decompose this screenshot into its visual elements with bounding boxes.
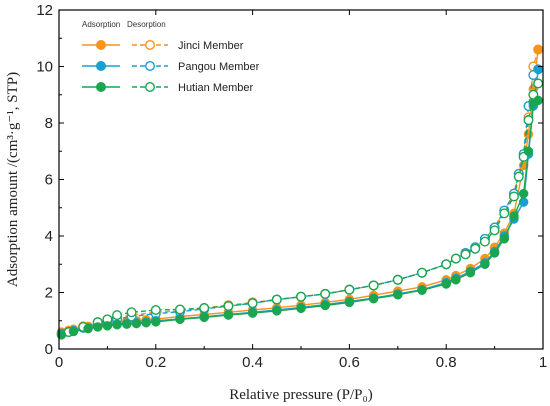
- desorption-point: [150, 305, 161, 316]
- adsorption-point: [480, 259, 490, 269]
- desorption-point: [450, 253, 461, 264]
- adsorption-point: [523, 146, 534, 156]
- x-tick-label: 0.4: [242, 354, 263, 371]
- legend-adsorption-marker: [96, 40, 106, 50]
- desorption-point: [489, 225, 500, 236]
- adsorption-point: [499, 234, 510, 244]
- desorption-point: [508, 191, 519, 202]
- legend-desorption-marker: [144, 40, 155, 51]
- y-tick-label: 4: [45, 228, 53, 245]
- adsorption-point: [223, 310, 234, 320]
- x-tick-label: 0.8: [436, 354, 457, 371]
- legend-item-0: Jinci Member: [82, 40, 244, 52]
- legend-adsorption-marker: [96, 61, 106, 71]
- desorption-point: [112, 310, 123, 321]
- desorption-point: [223, 301, 234, 312]
- desorption-point: [199, 303, 210, 314]
- desorption-point: [344, 284, 355, 295]
- desorption-point: [320, 288, 331, 299]
- y-tick-label: 8: [45, 115, 53, 132]
- desorption-point: [247, 298, 258, 309]
- adsorption-point: [83, 323, 93, 334]
- x-tick-label: 0.2: [145, 354, 166, 371]
- desorption-point: [470, 243, 481, 254]
- adsorption-point: [368, 293, 379, 304]
- y-tick-label: 10: [36, 59, 53, 76]
- adsorption-point: [518, 188, 529, 199]
- legend-label: Hutian Member: [178, 82, 254, 94]
- desorption-point: [479, 236, 490, 247]
- adsorption-point: [247, 308, 258, 318]
- adsorption-point: [272, 306, 282, 316]
- legend: Adsorption Desorption Jinci Member Pangou M…: [82, 20, 260, 94]
- desorption-point: [174, 304, 185, 315]
- adsorption-point: [417, 285, 427, 295]
- desorption-point: [368, 280, 379, 291]
- adsorption-point: [56, 330, 67, 340]
- adsorption-point: [92, 322, 103, 332]
- adsorption-point: [320, 300, 330, 311]
- desorption-point: [296, 291, 307, 302]
- series-2: [56, 78, 544, 340]
- adsorption-point: [451, 275, 461, 285]
- desorption-point: [392, 274, 403, 285]
- legend-desorption-marker: [144, 81, 155, 92]
- adsorption-point: [151, 317, 161, 327]
- desorption-point: [499, 208, 510, 219]
- legend-adsorption-header: Adsorption: [82, 20, 120, 29]
- y-axis-title: Adsorption amount /(cm³·g⁻¹, STP): [5, 72, 21, 287]
- adsorption-point: [112, 319, 122, 330]
- desorption-point: [533, 78, 544, 89]
- adsorption-point: [393, 290, 403, 300]
- adsorption-line: [61, 49, 539, 333]
- adsorption-point: [122, 319, 132, 329]
- y-tick-label: 2: [45, 285, 53, 302]
- adsorption-point: [102, 321, 113, 331]
- desorption-point: [441, 259, 452, 270]
- adsorption-point: [175, 314, 185, 325]
- y-tick-label: 12: [36, 2, 53, 19]
- adsorption-point: [344, 297, 355, 308]
- desorption-point: [523, 115, 534, 126]
- legend-item-1: Pangou Member: [82, 61, 260, 73]
- adsorption-point: [131, 318, 142, 329]
- plot-area: [56, 44, 544, 340]
- adsorption-point: [465, 267, 476, 278]
- legend-desorption-marker: [144, 61, 155, 72]
- adsorption-point: [141, 317, 151, 328]
- x-tick-label: 1: [539, 354, 547, 371]
- adsorption-point: [199, 312, 209, 323]
- legend-desorption-header: Desorption: [127, 20, 166, 29]
- legend-item-2: Hutian Member: [82, 81, 254, 94]
- desorption-point: [126, 307, 137, 318]
- adsorption-point: [441, 279, 451, 289]
- legend-label: Jinci Member: [178, 40, 244, 52]
- x-axis-title: Relative pressure (P/P₀): [229, 387, 373, 403]
- adsorption-point: [533, 95, 543, 106]
- x-tick-label: 0.6: [339, 354, 360, 371]
- adsorption-point: [533, 44, 543, 55]
- adsorption-point: [296, 303, 306, 314]
- adsorption-point: [489, 248, 500, 258]
- y-tick-label: 6: [45, 172, 53, 189]
- desorption-point: [417, 267, 428, 278]
- x-tick-label: 0: [55, 354, 63, 371]
- desorption-line: [68, 49, 539, 332]
- desorption-point: [460, 249, 471, 260]
- y-tick-label: 0: [45, 341, 53, 358]
- desorption-point: [513, 171, 524, 182]
- desorption-point: [271, 294, 282, 305]
- legend-label: Pangou Member: [178, 61, 260, 73]
- adsorption-point: [68, 326, 79, 337]
- legend-adsorption-marker: [96, 82, 106, 92]
- adsorption-point: [509, 211, 519, 221]
